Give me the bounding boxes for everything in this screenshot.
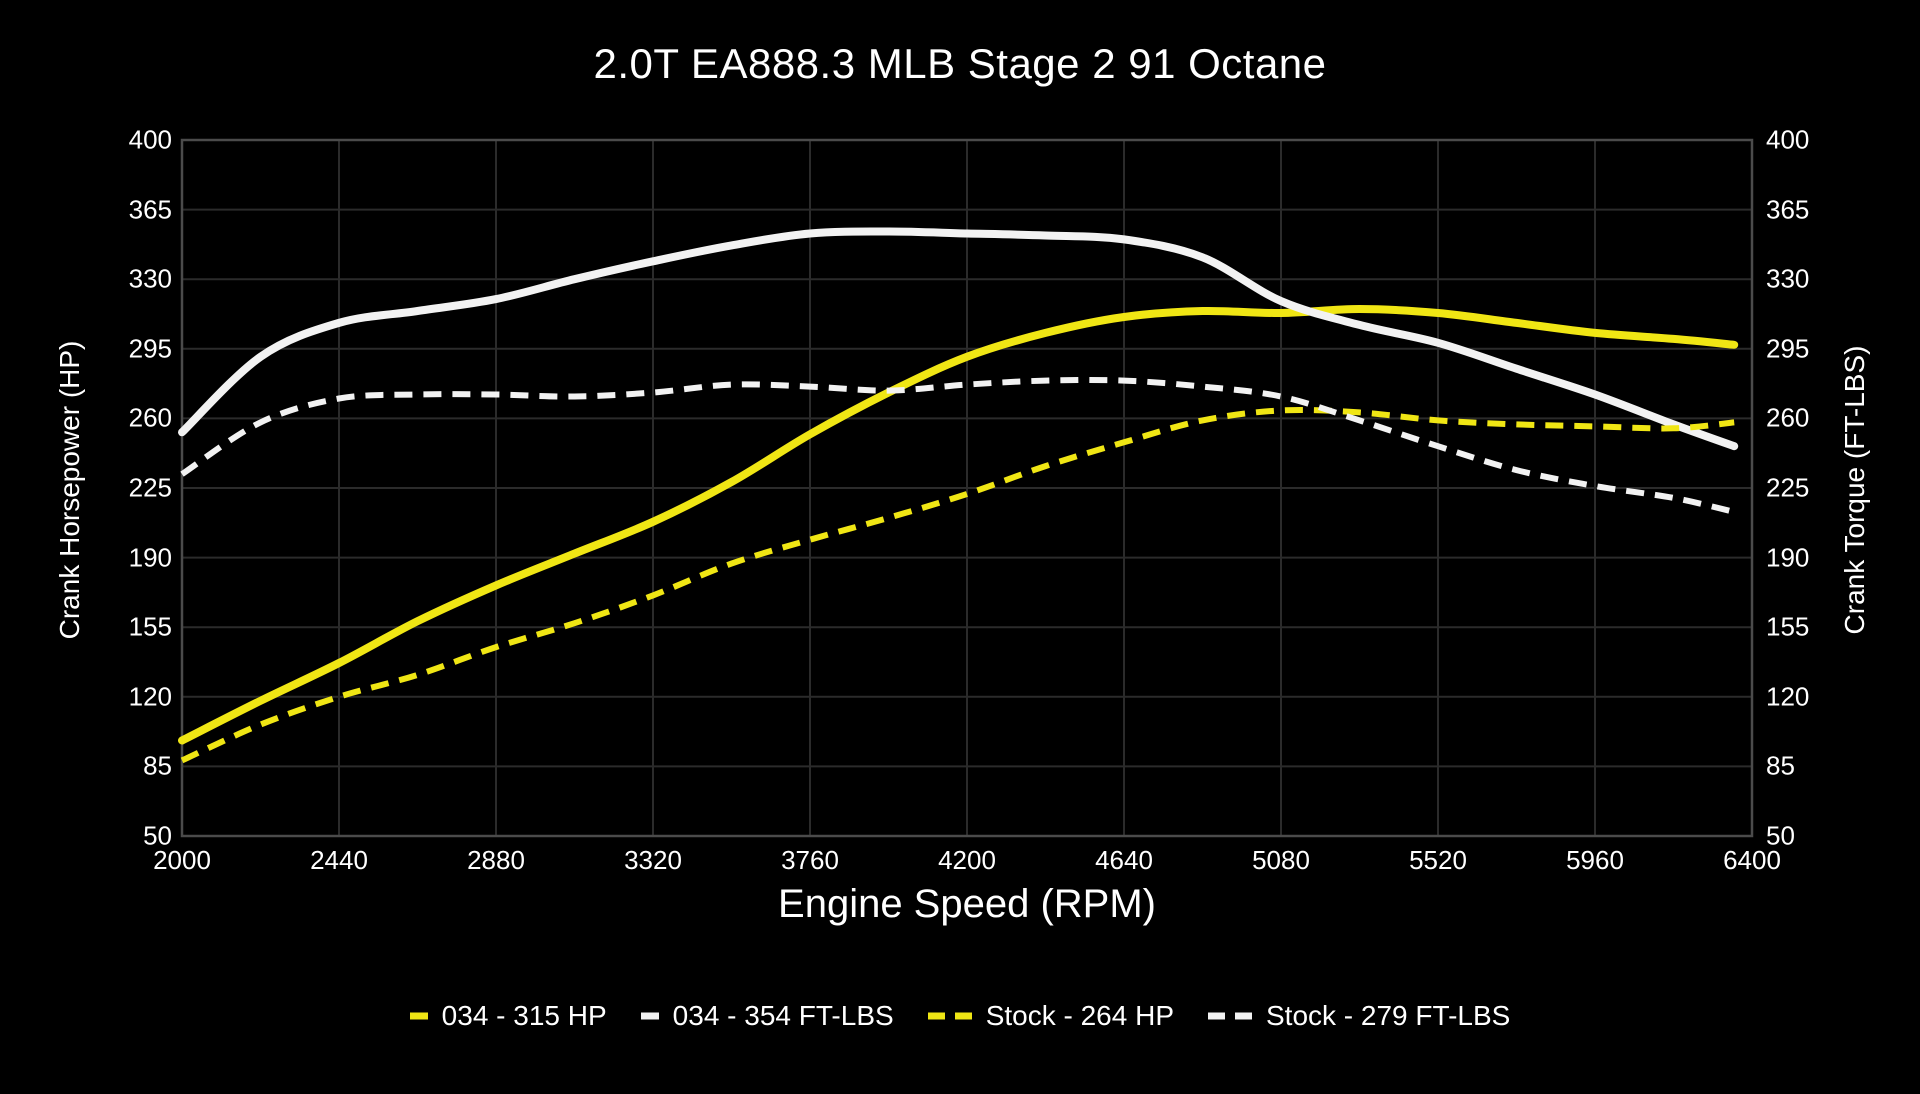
x-tick-label: 2440 bbox=[310, 845, 368, 875]
x-axis-title: Engine Speed (RPM) bbox=[778, 882, 1156, 926]
y-tick-label-left: 260 bbox=[128, 402, 172, 433]
curve-034-354-ft-lbs bbox=[178, 227, 1739, 451]
y-tick-label-right: 260 bbox=[1766, 402, 1810, 433]
legend-label: Stock - 279 FT-LBS bbox=[1266, 1000, 1511, 1031]
plot-border bbox=[180, 138, 1754, 838]
curve-034-315-hp bbox=[178, 305, 1739, 745]
x-tick-label: 4640 bbox=[1095, 845, 1153, 875]
y-tick-label-left: 85 bbox=[143, 750, 172, 781]
legend: 034 - 315 HP 034 - 354 FT-LBS Stock - 264 … bbox=[0, 1000, 1920, 1032]
legend-item-stock-279-ft-lbs: Stock - 279 FT-LBS bbox=[1208, 1000, 1510, 1032]
y-tick-label-left: 225 bbox=[128, 472, 172, 503]
y-tick-label-left: 400 bbox=[128, 124, 172, 155]
y-tick-label-right: 330 bbox=[1766, 263, 1810, 294]
y-tick-label-right: 155 bbox=[1766, 611, 1810, 642]
y-tick-label-right: 85 bbox=[1766, 750, 1795, 781]
y-tick-label-right: 225 bbox=[1766, 472, 1810, 503]
y-tick-label-right: 400 bbox=[1766, 124, 1810, 155]
legend-item-stock-264-hp: Stock - 264 HP bbox=[927, 1000, 1174, 1032]
y-tick-label-left: 190 bbox=[128, 542, 172, 573]
y-tick-label-right: 295 bbox=[1766, 333, 1810, 364]
x-tick-label: 2880 bbox=[467, 845, 525, 875]
chart-title: 2.0T EA888.3 MLB Stage 2 91 Octane bbox=[593, 40, 1327, 87]
curve-stock-279-ft-lbs bbox=[180, 376, 1735, 515]
legend-label: Stock - 264 HP bbox=[985, 1000, 1174, 1031]
x-tick-label: 5080 bbox=[1252, 845, 1310, 875]
y-tick-label-right: 190 bbox=[1766, 542, 1810, 573]
x-tick-label: 6400 bbox=[1723, 845, 1781, 875]
legend-swatch-dashed bbox=[927, 1012, 972, 1020]
x-tick-label: 2000 bbox=[153, 845, 211, 875]
x-tick-label: 3320 bbox=[624, 845, 682, 875]
legend-swatch-solid bbox=[409, 1012, 428, 1020]
x-tick-label: 3760 bbox=[781, 845, 839, 875]
y-tick-label-left: 155 bbox=[128, 611, 172, 642]
y-tick-label-left: 50 bbox=[143, 820, 172, 851]
x-tick-label: 5520 bbox=[1409, 845, 1467, 875]
legend-item-034-315-hp: 034 - 315 HP bbox=[409, 1000, 607, 1032]
legend-label: 034 - 315 HP bbox=[441, 1000, 607, 1031]
y-tick-label-left: 120 bbox=[128, 681, 172, 712]
y-tick-label-right: 50 bbox=[1766, 820, 1795, 851]
legend-swatch-solid bbox=[640, 1012, 659, 1020]
x-tick-label: 4200 bbox=[938, 845, 996, 875]
legend-item-034-354-ft-lbs: 034 - 354 FT-LBS bbox=[640, 1000, 894, 1032]
curve-stock-264-hp bbox=[180, 406, 1735, 764]
y-tick-label-right: 120 bbox=[1766, 681, 1810, 712]
y-tick-label-left: 330 bbox=[128, 263, 172, 294]
y-tick-label-left: 365 bbox=[128, 194, 172, 225]
x-tick-label: 5960 bbox=[1566, 845, 1624, 875]
y-tick-label-left: 295 bbox=[128, 333, 172, 364]
legend-label: 034 - 354 FT-LBS bbox=[672, 1000, 894, 1031]
y-tick-label-right: 365 bbox=[1766, 194, 1810, 225]
legend-swatch-dashed bbox=[1208, 1012, 1252, 1020]
